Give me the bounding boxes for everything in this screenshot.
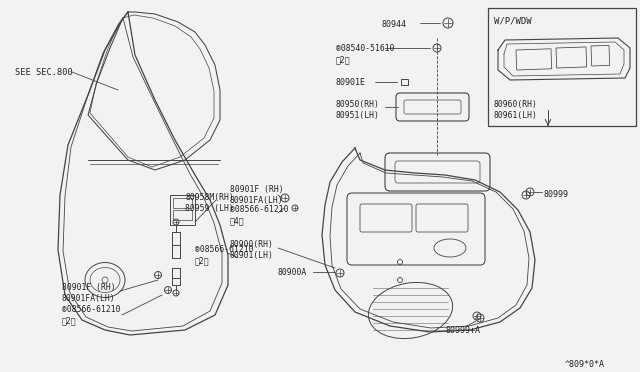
- Bar: [591, 45, 610, 66]
- Text: 80901F (RH)
80901FA(LH): 80901F (RH) 80901FA(LH): [230, 185, 284, 205]
- Text: ®08566-61210
（2）: ®08566-61210 （2）: [62, 305, 120, 325]
- Text: 80999: 80999: [543, 190, 568, 199]
- Bar: [170, 195, 195, 225]
- Bar: [488, 8, 636, 126]
- Bar: [516, 49, 552, 70]
- Text: 80901F (RH)
80901FA(LH): 80901F (RH) 80901FA(LH): [62, 283, 116, 303]
- Text: 80999+A: 80999+A: [445, 326, 480, 335]
- Text: 80900(RH)
80901(LH): 80900(RH) 80901(LH): [230, 240, 274, 260]
- Bar: [401, 79, 408, 85]
- Text: 80958M(RH)
80959 (LH): 80958M(RH) 80959 (LH): [185, 193, 234, 213]
- Text: 80900A: 80900A: [278, 268, 307, 277]
- Text: ®08540-51610
（2）: ®08540-51610 （2）: [336, 44, 394, 64]
- Text: ®08566-61210
（4）: ®08566-61210 （4）: [230, 205, 289, 225]
- Text: 80950(RH)
80951(LH): 80950(RH) 80951(LH): [336, 100, 380, 120]
- Bar: [556, 47, 587, 68]
- Text: ®08566-61210
（2）: ®08566-61210 （2）: [195, 245, 253, 265]
- Text: ^809*0*A: ^809*0*A: [565, 360, 605, 369]
- Text: SEE SEC.800: SEE SEC.800: [15, 68, 73, 77]
- Text: 80901E: 80901E: [336, 78, 366, 87]
- Bar: [173, 198, 192, 208]
- Text: W/P/WDW: W/P/WDW: [494, 16, 532, 25]
- Text: 80944: 80944: [382, 20, 407, 29]
- Bar: [173, 210, 192, 220]
- Text: 80960(RH)
80961(LH): 80960(RH) 80961(LH): [494, 100, 538, 120]
